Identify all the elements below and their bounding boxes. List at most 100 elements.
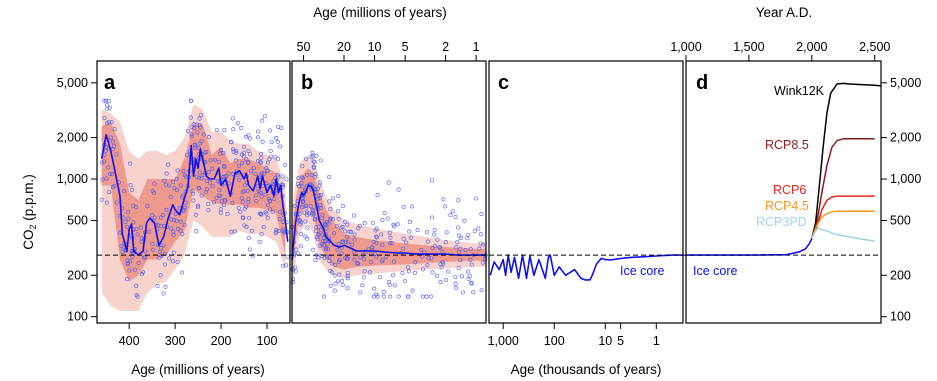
- proxy-point: [388, 294, 393, 299]
- proxy-point: [349, 242, 354, 247]
- proxy-point: [380, 243, 385, 248]
- proxy-point: [274, 229, 279, 234]
- proxy-point: [273, 176, 278, 181]
- proxy-point: [455, 239, 460, 245]
- proxy-point: [420, 294, 425, 299]
- proxy-point: [293, 269, 298, 274]
- proxy-point: [478, 241, 483, 246]
- proxy-point: [242, 183, 247, 188]
- proxy-point: [166, 162, 171, 167]
- proxy-point: [132, 267, 137, 272]
- proxy-point: [212, 157, 218, 162]
- proxy-point: [469, 281, 474, 286]
- proxy-point: [109, 172, 115, 177]
- series-line-co2-median-a: [100, 133, 289, 256]
- proxy-point: [192, 142, 197, 147]
- proxy-point: [345, 234, 350, 239]
- proxy-point: [348, 229, 354, 234]
- proxy-point: [444, 230, 449, 235]
- proxy-point: [246, 235, 251, 241]
- proxy-point: [231, 147, 236, 152]
- proxy-point: [139, 225, 144, 230]
- proxy-point: [218, 207, 223, 212]
- proxy-point: [126, 216, 131, 221]
- proxy-point: [269, 139, 274, 145]
- proxy-point: [317, 180, 323, 185]
- proxy-point: [225, 212, 230, 217]
- proxy-point: [108, 135, 113, 140]
- proxy-point: [372, 251, 377, 256]
- x-tick-label-c: 10: [598, 334, 612, 348]
- proxy-point: [305, 236, 310, 241]
- proxy-point: [426, 256, 431, 261]
- proxy-point: [347, 229, 352, 234]
- proxy-point: [460, 290, 465, 295]
- proxy-point: [299, 180, 304, 185]
- proxy-point: [156, 223, 161, 228]
- proxy-point: [424, 294, 429, 299]
- proxy-point: [380, 259, 385, 264]
- proxy-point: [392, 283, 397, 288]
- panel-label-b: b: [301, 72, 313, 94]
- proxy-point: [267, 157, 272, 162]
- panel-frame-b: [291, 60, 487, 324]
- proxy-point: [128, 161, 133, 166]
- proxy-point: [238, 209, 243, 214]
- proxy-point: [369, 260, 374, 265]
- proxy-point: [112, 127, 117, 132]
- proxy-point: [358, 255, 363, 260]
- proxy-point: [318, 227, 324, 232]
- proxy-point: [260, 118, 265, 123]
- proxy-point: [259, 155, 264, 160]
- proxy-point: [333, 281, 338, 286]
- proxy-point: [330, 196, 336, 201]
- proxy-point: [319, 253, 324, 259]
- proxy-point: [125, 210, 131, 215]
- proxy-point: [313, 172, 318, 177]
- proxy-point: [106, 119, 111, 125]
- proxy-point: [430, 178, 435, 183]
- proxy-point: [199, 193, 204, 198]
- proxy-point: [263, 192, 268, 197]
- proxy-point: [152, 215, 157, 220]
- proxy-point: [179, 270, 185, 275]
- x-tick-label-top-d: 2,500: [859, 40, 890, 54]
- proxy-point: [114, 200, 119, 205]
- proxy-point: [450, 209, 455, 214]
- proxy-point: [324, 246, 329, 251]
- proxy-point: [404, 240, 409, 245]
- proxy-point: [313, 258, 318, 263]
- proxy-point: [258, 160, 264, 165]
- proxy-point: [280, 174, 285, 179]
- proxy-point: [193, 212, 199, 217]
- proxy-point: [402, 278, 408, 283]
- proxy-point: [171, 250, 176, 255]
- y-tick-label-left: 1,000: [57, 172, 88, 186]
- proxy-point: [395, 222, 400, 227]
- proxy-point: [197, 186, 202, 191]
- panel-label-c: c: [498, 72, 509, 94]
- proxy-point: [406, 269, 411, 274]
- proxy-point: [374, 241, 379, 246]
- proxy-point: [454, 286, 459, 291]
- proxy-point: [236, 205, 241, 211]
- proxy-point: [120, 249, 125, 255]
- proxy-point: [444, 277, 449, 282]
- proxy-point: [480, 260, 485, 265]
- proxy-point: [210, 184, 215, 189]
- proxy-point: [297, 211, 302, 216]
- proxy-point: [272, 196, 277, 202]
- proxy-point: [304, 156, 309, 161]
- proxy-point: [125, 258, 130, 263]
- proxy-point: [259, 151, 264, 156]
- proxy-point: [242, 223, 247, 228]
- series-line-rcp3pd-d: [811, 227, 875, 242]
- x-axis-label-top-panel-b: Age (millions of years): [313, 5, 447, 20]
- proxy-point: [251, 165, 256, 171]
- y-tick-label-right: 5,000: [890, 76, 921, 90]
- proxy-point: [327, 199, 332, 204]
- proxy-point: [174, 218, 179, 223]
- proxy-point: [356, 226, 361, 231]
- proxy-point: [388, 241, 393, 246]
- y-tick-label-right: 100: [890, 310, 911, 324]
